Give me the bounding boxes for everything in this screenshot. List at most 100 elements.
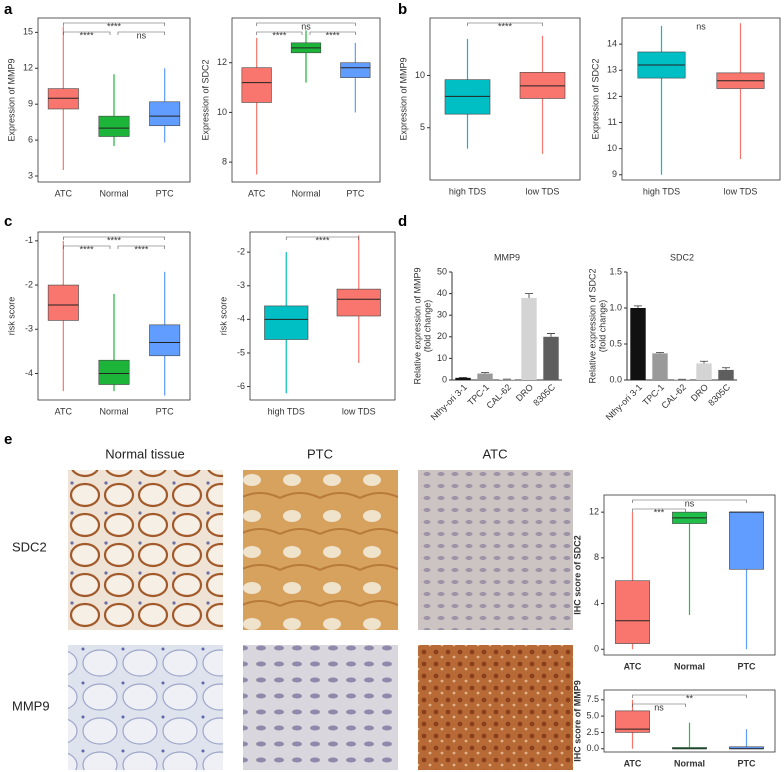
significance-bracket <box>632 508 686 512</box>
x-tick-label: Normal <box>99 406 128 416</box>
x-tick-label: PTC <box>738 758 757 768</box>
x-tick-label: Normal <box>99 188 128 198</box>
ihc-images: Normal tissue PTC ATC SDC2 MMP9 <box>12 446 573 770</box>
y-axis-title: risk score <box>218 297 228 336</box>
box <box>98 115 130 137</box>
x-tick-label: Nthy-ori 3-1 <box>604 382 644 422</box>
significance-label: *** <box>654 507 665 517</box>
significance-bracket <box>309 31 356 35</box>
bar <box>477 373 493 380</box>
y-tick-label: 1.5 <box>609 266 622 276</box>
error-bar <box>700 360 708 364</box>
significance-label: **** <box>80 244 95 254</box>
y-tick-label: 12 <box>589 507 599 517</box>
x-tick-label: low TDS <box>342 406 376 416</box>
column-header: PTC <box>307 446 333 461</box>
y-tick-label: 1.0 <box>609 302 622 312</box>
box <box>519 72 566 99</box>
y-tick-label: 2.5 <box>586 727 599 737</box>
bar <box>543 336 559 380</box>
x-tick-label: ATC <box>624 661 642 671</box>
y-tick-label: 5.0 <box>586 710 599 720</box>
row-label: MMP9 <box>12 698 50 713</box>
x-tick-label: high TDS <box>268 406 305 416</box>
x-tick-label: CAL-62 <box>659 382 688 411</box>
box <box>47 284 79 321</box>
y-tick-label: -2 <box>237 247 245 257</box>
y-tick-label: 14 <box>607 39 617 49</box>
y-axis-title: Relative expression of SDC2 <box>587 268 597 383</box>
error-bar <box>656 352 664 354</box>
y-tick-label: -3 <box>237 280 245 290</box>
y-tick-label: -4 <box>237 314 245 324</box>
significance-label: **** <box>80 30 95 40</box>
significance-label: ** <box>686 693 694 703</box>
y-tick-label: 10 <box>217 107 227 117</box>
significance-bracket <box>256 31 303 35</box>
box <box>340 62 371 78</box>
y-axis-title: Relative expression of MMP9 <box>412 267 422 384</box>
x-tick-label: high TDS <box>449 186 486 196</box>
y-tick-label: 6 <box>28 134 33 144</box>
y-axis-title: risk score <box>6 297 16 336</box>
significance-bracket <box>632 703 686 707</box>
box <box>336 288 381 317</box>
significance-label: **** <box>315 235 330 245</box>
y-tick-label: -4 <box>25 368 33 378</box>
significance-label: ns <box>654 702 664 712</box>
y-axis-title: Expression of MMP9 <box>398 57 408 140</box>
significance-label: **** <box>498 21 513 31</box>
box <box>149 101 181 127</box>
y-tick-label: 7.5 <box>586 694 599 704</box>
y-tick-label: 0 <box>594 644 599 654</box>
significance-bracket <box>117 245 165 249</box>
significance-bracket <box>63 31 111 35</box>
ihc-image <box>243 470 398 630</box>
y-tick-label: 12 <box>23 63 33 73</box>
significance-bracket <box>63 245 111 249</box>
y-tick-label: 10 <box>415 70 425 80</box>
significance-label: **** <box>326 30 341 40</box>
plot-frame <box>231 17 381 183</box>
y-tick-label: 13 <box>607 65 617 75</box>
y-tick-label: 12 <box>217 57 227 67</box>
box <box>47 88 79 110</box>
y-tick-label: -1 <box>25 235 33 245</box>
y-tick-label: -6 <box>237 381 245 391</box>
plot-frame <box>249 231 396 401</box>
significance-label: ns <box>137 30 147 40</box>
y-axis-title: Expression of SDC2 <box>200 59 210 140</box>
y-tick-label: 40 <box>437 288 447 298</box>
error-bar <box>634 305 642 308</box>
plot-frame <box>603 494 776 656</box>
row-label: SDC2 <box>12 539 47 554</box>
panel-label: e <box>4 431 12 448</box>
x-tick-label: PTC <box>738 661 757 671</box>
box <box>241 67 272 103</box>
ihc-image <box>68 470 223 630</box>
x-tick-label: 8305C <box>531 382 557 408</box>
x-tick-label: Normal <box>674 661 705 671</box>
y-tick-label: 0 <box>442 374 447 384</box>
y-tick-label: 10 <box>607 143 617 153</box>
y-tick-label: 5 <box>420 122 425 132</box>
significance-bracket <box>63 22 165 26</box>
significance-label: ns <box>685 498 695 508</box>
x-tick-label: ATC <box>55 188 73 198</box>
ihc-image <box>418 470 573 630</box>
y-tick-label: 50 <box>437 266 447 276</box>
significance-bracket <box>285 236 360 240</box>
bar <box>521 297 537 380</box>
y-tick-label: 4 <box>594 598 599 608</box>
y-tick-label: 0.5 <box>609 338 622 348</box>
box <box>615 710 650 733</box>
y-tick-label: 12 <box>607 91 617 101</box>
x-tick-label: 8305C <box>706 382 732 408</box>
y-tick-label: 3 <box>28 170 33 180</box>
column-header: ATC <box>482 446 507 461</box>
x-tick-label: low TDS <box>526 186 560 196</box>
panel-label: a <box>4 1 13 18</box>
y-tick-label: 0.0 <box>586 743 599 753</box>
ihc-image <box>243 645 398 770</box>
significance-bracket <box>63 236 165 240</box>
